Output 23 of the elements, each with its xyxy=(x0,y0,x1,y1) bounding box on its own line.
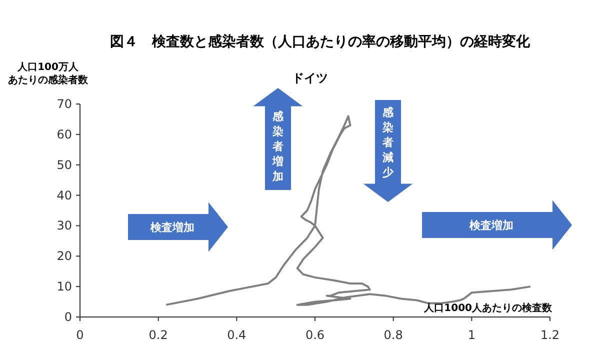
chart-title: 図４ 検査数と感染者数（人口あたりの率の移動平均）の経時変化 xyxy=(110,33,531,50)
y-axis-title: 人口100万人あたりの感染者数 xyxy=(8,61,89,86)
x-tick-label: 0.8 xyxy=(384,328,403,342)
y-tick-label: 50 xyxy=(56,158,72,172)
x-tick-label: 0 xyxy=(76,328,84,342)
annotation: 検査増加 xyxy=(468,219,514,232)
x-tick-label: 0.6 xyxy=(305,328,325,342)
x-tick-label: 0.4 xyxy=(227,328,246,342)
y-tick-label: 40 xyxy=(56,188,72,202)
x-tick-label: 1.2 xyxy=(540,328,560,342)
x-axis-title: 人口1000人あたりの検査数 xyxy=(423,302,553,314)
annotation: 感染者減少 xyxy=(382,106,394,179)
annotation: 感染者増加 xyxy=(272,110,284,184)
y-tick-label: 30 xyxy=(56,218,72,233)
y-tick-label: 10 xyxy=(56,280,72,294)
y-tick-label: 70 xyxy=(56,97,72,111)
y-tick-label: 60 xyxy=(56,127,72,142)
annotation: 検査増加 xyxy=(149,221,194,234)
y-tick-label: 0 xyxy=(64,310,72,324)
x-tick-label: 1 xyxy=(468,328,476,342)
x-tick-label: 0.2 xyxy=(148,328,168,342)
y-tick-label: 20 xyxy=(56,249,72,264)
chart-subtitle: ドイツ xyxy=(292,71,328,85)
